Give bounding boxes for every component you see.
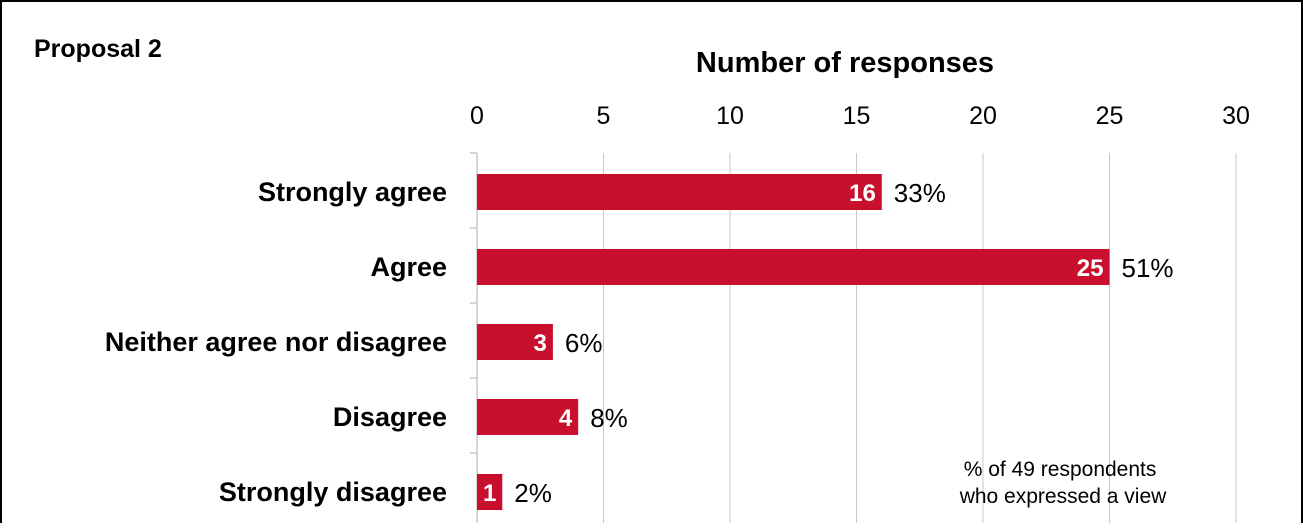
bars: 16 33% 25 51% 3 6% 4 8% 1 2% — [477, 174, 1174, 510]
x-tick-labels: 0 5 10 15 20 25 30 — [470, 102, 1250, 130]
bar-value-neither-agree-nor-disagree: 3 — [534, 330, 547, 357]
percent-label-neither-agree-nor-disagree: 6% — [565, 328, 603, 358]
respondents-note: % of 49 respondents who expressed a view — [959, 458, 1167, 508]
bar-neither-agree-nor-disagree — [477, 324, 553, 360]
x-tick-label-15: 15 — [843, 102, 871, 130]
bar-value-strongly-agree: 16 — [849, 180, 876, 207]
x-tick-label-30: 30 — [1222, 102, 1250, 130]
category-label-strongly-agree: Strongly agree — [258, 177, 447, 207]
panel-title: Proposal 2 — [34, 35, 162, 63]
bar-disagree — [477, 399, 579, 435]
category-labels: Strongly agree Agree Neither agree nor dis… — [105, 177, 447, 507]
percent-label-agree: 51% — [1122, 253, 1174, 283]
x-tick-label-20: 20 — [969, 102, 997, 130]
category-label-agree: Agree — [370, 252, 447, 282]
gridlines — [470, 152, 1237, 528]
percent-label-strongly-disagree: 2% — [514, 478, 552, 508]
bar-strongly-disagree — [477, 474, 503, 510]
x-axis-title: Number of responses — [696, 47, 994, 79]
bar-value-strongly-disagree: 1 — [483, 480, 496, 507]
x-tick-label-10: 10 — [716, 102, 744, 130]
category-label-strongly-disagree: Strongly disagree — [219, 477, 447, 507]
bar-strongly-agree — [477, 174, 882, 210]
x-tick-label-25: 25 — [1096, 102, 1124, 130]
percent-label-strongly-agree: 33% — [894, 178, 946, 208]
bar-value-agree: 25 — [1077, 255, 1104, 282]
category-label-neither-agree-nor-disagree: Neither agree nor disagree — [105, 327, 447, 357]
bar-agree — [477, 249, 1110, 285]
x-tick-label-5: 5 — [597, 102, 611, 130]
respondents-note-line-2: who expressed a view — [959, 485, 1167, 508]
x-tick-label-0: 0 — [470, 102, 484, 130]
category-label-disagree: Disagree — [333, 402, 447, 432]
respondents-note-line-1: % of 49 respondents — [964, 458, 1157, 481]
percent-label-disagree: 8% — [590, 403, 628, 433]
bar-value-disagree: 4 — [559, 405, 573, 432]
